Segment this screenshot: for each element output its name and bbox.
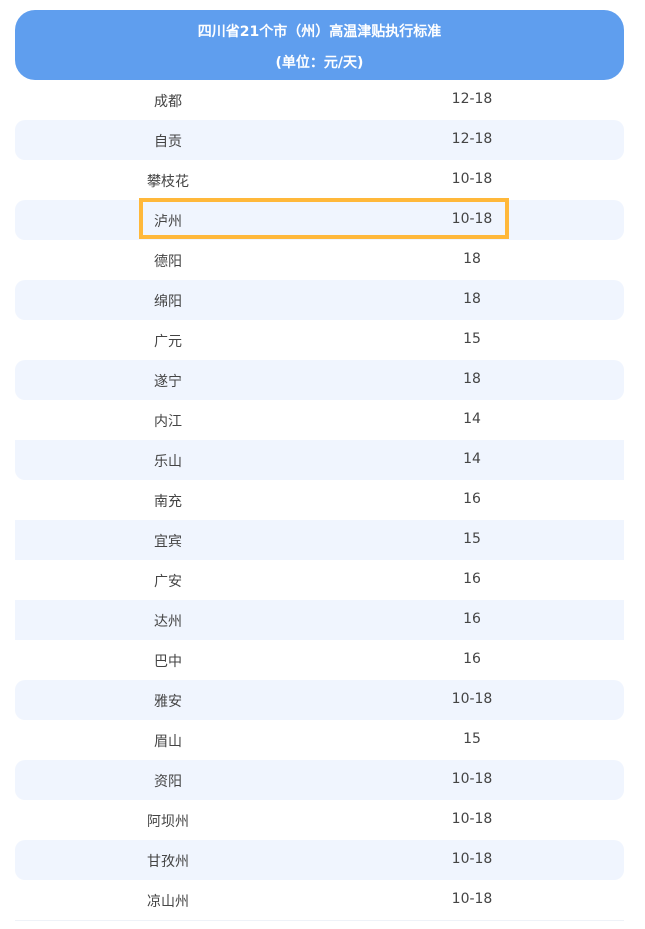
city-name: 自贡	[154, 134, 182, 150]
table-row: 绵阳 18	[15, 280, 624, 320]
city-name: 遂宁	[154, 374, 182, 390]
allowance-value: 14	[463, 411, 481, 427]
allowance-value: 12-18	[451, 131, 493, 147]
city-name: 巴中	[154, 654, 182, 670]
table-row: 巴中 16	[15, 640, 624, 680]
allowance-value: 15	[463, 331, 481, 347]
city-name: 内江	[154, 414, 182, 430]
allowance-value: 16	[463, 651, 481, 667]
table-row: 南充 16	[15, 480, 624, 520]
table-row: 成都 12-18	[15, 80, 624, 120]
city-name: 甘孜州	[147, 854, 189, 870]
table-row: 德阳 18	[15, 240, 624, 280]
table-row: 眉山 15	[15, 720, 624, 760]
table-title: 四川省21个市（州）高温津贴执行标准	[197, 24, 442, 40]
table-row: 攀枝花 10-18	[15, 160, 624, 200]
city-name: 广元	[154, 334, 182, 350]
table-row: 乐山 14	[15, 440, 624, 480]
allowance-value: 14	[463, 451, 481, 467]
city-name: 乐山	[154, 454, 182, 470]
city-name: 成都	[154, 94, 182, 110]
allowance-value: 18	[463, 291, 481, 307]
allowance-value: 10-18	[451, 691, 493, 707]
allowance-value: 10-18	[451, 851, 493, 867]
city-name: 绵阳	[154, 294, 182, 310]
city-name: 泸州	[154, 214, 182, 230]
bottom-divider	[15, 920, 624, 921]
table-row: 资阳 10-18	[15, 760, 624, 800]
table-row: 广元 15	[15, 320, 624, 360]
table-row: 甘孜州 10-18	[15, 840, 624, 880]
table-row: 阿坝州 10-18	[15, 800, 624, 840]
table-row: 雅安 10-18	[15, 680, 624, 720]
table-row: 泸州 10-18	[15, 200, 624, 240]
table-header: 四川省21个市（州）高温津贴执行标准 (单位：元/天)	[15, 10, 624, 80]
table-row: 遂宁 18	[15, 360, 624, 400]
allowance-value: 10-18	[451, 811, 493, 827]
table-unit: (单位：元/天)	[275, 55, 364, 71]
table-row: 自贡 12-18	[15, 120, 624, 160]
city-name: 广安	[154, 574, 182, 590]
city-name: 达州	[154, 614, 182, 630]
city-name: 阿坝州	[147, 814, 189, 830]
allowance-value: 16	[463, 571, 481, 587]
table-row: 宜宾 15	[15, 520, 624, 560]
city-name: 眉山	[154, 734, 182, 750]
allowance-value: 18	[463, 371, 481, 387]
table-row: 内江 14	[15, 400, 624, 440]
city-name: 攀枝花	[147, 174, 189, 190]
city-name: 雅安	[154, 694, 182, 710]
table-row: 广安 16	[15, 560, 624, 600]
city-name: 凉山州	[147, 894, 189, 910]
allowance-value: 18	[463, 251, 481, 267]
table-body: 成都 12-18 自贡 12-18 攀枝花 10-18 泸州 10-18 德阳 18 绵阳 18 广元 1…	[15, 80, 624, 920]
city-name: 资阳	[154, 774, 182, 790]
allowance-value: 15	[463, 731, 481, 747]
allowance-value: 16	[463, 491, 481, 507]
allowance-value: 12-18	[451, 91, 493, 107]
city-name: 宜宾	[154, 534, 182, 550]
allowance-value: 15	[463, 531, 481, 547]
allowance-value: 10-18	[451, 211, 493, 227]
table-row: 达州 16	[15, 600, 624, 640]
city-name: 南充	[154, 494, 182, 510]
table-row: 凉山州 10-18	[15, 880, 624, 920]
allowance-value: 10-18	[451, 771, 493, 787]
allowance-value: 10-18	[451, 171, 493, 187]
city-name: 德阳	[154, 254, 182, 270]
allowance-value: 10-18	[451, 891, 493, 907]
allowance-value: 16	[463, 611, 481, 627]
